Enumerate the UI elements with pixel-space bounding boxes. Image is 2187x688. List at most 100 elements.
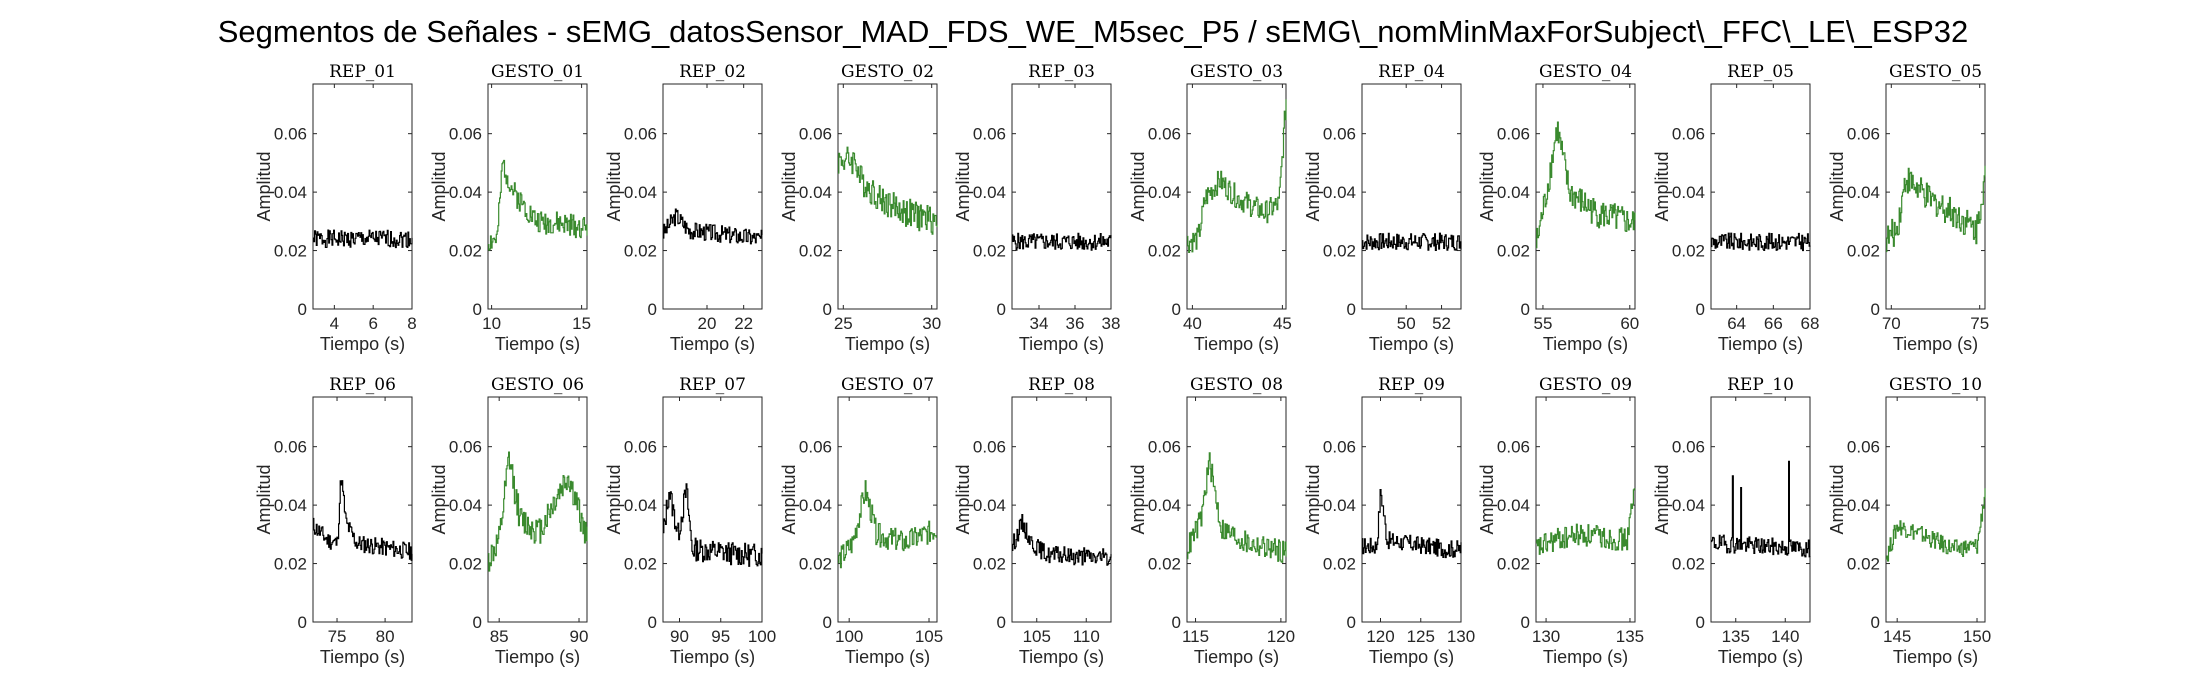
signal-line [1886,488,1986,562]
y-axis-label: Amplitud [779,151,799,221]
x-axis-label: Tiempo (s) [320,647,405,667]
x-axis-label: Tiempo (s) [670,647,755,667]
x-tick-label: 15 [572,314,591,333]
signal-line [313,229,413,249]
y-tick-label: 0 [648,300,657,319]
x-tick-label: 125 [1407,627,1435,646]
y-tick-label: 0.02 [449,242,482,261]
x-tick-label: 145 [1883,627,1911,646]
y-axis-label: Amplitud [1477,151,1497,221]
signal-line [1012,514,1112,566]
x-tick-label: 64 [1727,314,1746,333]
x-tick-label: 115 [1182,627,1209,646]
y-tick-label: 0.04 [973,183,1006,202]
x-axis-label: Tiempo (s) [1369,647,1454,667]
signal-line [1187,452,1287,563]
axes-box [1710,396,1811,623]
x-tick-label: 70 [1882,314,1901,333]
panel-title: REP_05 [1727,62,1794,82]
panel-title: GESTO_05 [1889,62,1982,82]
x-tick-label: 8 [407,314,416,333]
y-tick-label: 0.06 [1497,125,1530,144]
panel-title: GESTO_03 [1190,62,1283,82]
x-axis-label: Tiempo (s) [845,647,930,667]
y-tick-label: 0.02 [799,555,832,574]
x-tick-label: 30 [922,314,941,333]
y-tick-label: 0 [1521,300,1530,319]
panel-title: GESTO_02 [841,62,934,82]
axes-box [837,396,938,623]
y-tick-label: 0.04 [1672,183,1705,202]
y-tick-label: 0.06 [973,125,1006,144]
y-axis-label: Amplitud [1477,464,1497,534]
axes-box [1361,83,1462,310]
y-tick-label: 0.02 [274,555,307,574]
signal-line [1362,489,1462,559]
y-tick-label: 0.04 [799,496,832,515]
x-axis-label: Tiempo (s) [1718,647,1803,667]
y-tick-label: 0.06 [1323,125,1356,144]
axes-box [487,83,588,310]
x-tick-label: 68 [1801,314,1820,333]
y-tick-label: 0.04 [1672,496,1705,515]
x-tick-label: 105 [1023,627,1051,646]
x-axis-label: Tiempo (s) [495,647,580,667]
signal-line [1187,99,1287,253]
panel-title: REP_07 [679,375,746,395]
panel-title: REP_04 [1378,62,1445,82]
x-tick-label: 120 [1267,627,1295,646]
y-axis-label: Amplitud [1128,464,1148,534]
y-tick-label: 0 [1347,613,1356,632]
y-tick-label: 0.06 [1672,438,1705,457]
x-axis-label: Tiempo (s) [1194,647,1279,667]
x-tick-label: 50 [1397,314,1416,333]
panel-title: GESTO_09 [1539,375,1632,395]
y-tick-label: 0.06 [1323,438,1356,457]
x-tick-label: 10 [482,314,501,333]
y-tick-label: 0.02 [973,242,1006,261]
y-axis-label: Amplitud [254,464,274,534]
y-tick-label: 0.06 [274,438,307,457]
axes-box [312,83,413,310]
x-axis-label: Tiempo (s) [1543,334,1628,354]
y-tick-label: 0.02 [1497,555,1530,574]
y-tick-label: 0 [823,613,832,632]
y-tick-label: 0 [1521,613,1530,632]
x-tick-label: 150 [1963,627,1991,646]
signal-line [663,208,763,245]
x-tick-label: 100 [748,627,776,646]
y-tick-label: 0.02 [1847,242,1880,261]
signal-line [1012,232,1112,251]
y-tick-label: 0.02 [274,242,307,261]
y-tick-label: 0.04 [799,183,832,202]
x-tick-label: 120 [1366,627,1394,646]
x-tick-label: 55 [1533,314,1552,333]
axes-box [662,83,763,310]
x-axis-label: Tiempo (s) [845,334,930,354]
signal-line [838,146,938,235]
y-tick-label: 0.04 [624,496,657,515]
signal-line [1711,460,1811,558]
y-tick-label: 0.02 [624,555,657,574]
x-tick-label: 34 [1030,314,1049,333]
y-axis-label: Amplitud [1827,464,1847,534]
y-tick-label: 0.04 [1323,496,1356,515]
axes-box [1885,83,1986,310]
y-tick-label: 0 [648,613,657,632]
x-axis-label: Tiempo (s) [1194,334,1279,354]
panel-title: REP_01 [329,62,396,82]
y-tick-label: 0.06 [624,438,657,457]
y-axis-label: Amplitud [604,464,624,534]
y-axis-label: Amplitud [1652,151,1672,221]
y-tick-label: 0 [1871,300,1880,319]
y-tick-label: 0.06 [449,438,482,457]
y-tick-label: 0 [823,300,832,319]
axes-box [1885,396,1986,623]
y-tick-label: 0.06 [1148,438,1181,457]
